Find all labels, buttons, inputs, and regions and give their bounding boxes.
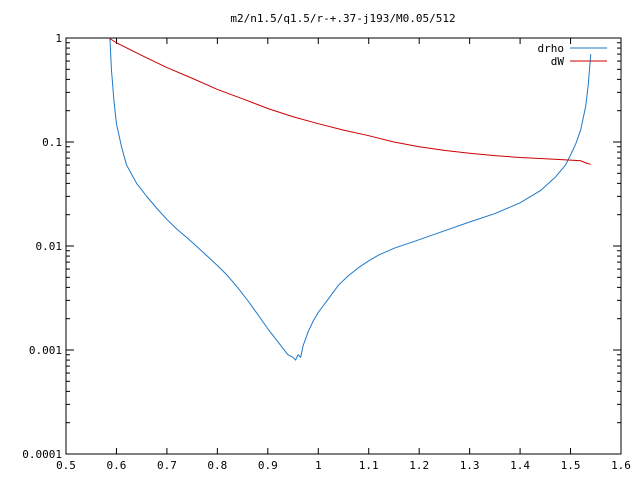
legend-label-dw: dW	[551, 55, 565, 68]
series-line-dw	[108, 37, 591, 165]
x-tick-label: 1.2	[409, 459, 429, 472]
x-tick-label: 0.6	[107, 459, 127, 472]
x-tick-label: 1.3	[460, 459, 480, 472]
y-tick-label: 1	[55, 32, 62, 45]
x-tick-label: 0.7	[157, 459, 177, 472]
series-line-drho	[109, 37, 592, 361]
x-tick-label: 0.5	[56, 459, 76, 472]
y-tick-label: 0.1	[42, 136, 62, 149]
y-axis: 0.0001 0.001 0.01 0.1 1	[22, 32, 621, 461]
y-tick-label: 0.01	[36, 240, 63, 253]
x-tick-label: 0.8	[207, 459, 227, 472]
x-tick-label: 1	[315, 459, 322, 472]
x-tick-label: 1.1	[359, 459, 379, 472]
x-tick-label: 1.6	[611, 459, 631, 472]
x-tick-label: 0.9	[258, 459, 278, 472]
chart-title: m2/n1.5/q1.5/r-+.37-j193/M0.05/512	[230, 12, 455, 25]
y-tick-label: 0.001	[29, 344, 62, 357]
plot-frame	[65, 37, 622, 455]
y-tick-label: 0.0001	[22, 448, 62, 461]
x-tick-label: 1.4	[510, 459, 530, 472]
x-axis: 0.5 0.6 0.7 0.8 0.9 1 1.1 1.2 1.3 1.4 1.5 1.6	[56, 38, 631, 472]
legend-label-drho: drho	[538, 42, 565, 55]
x-tick-label: 1.5	[561, 459, 581, 472]
series-layer	[108, 37, 592, 361]
